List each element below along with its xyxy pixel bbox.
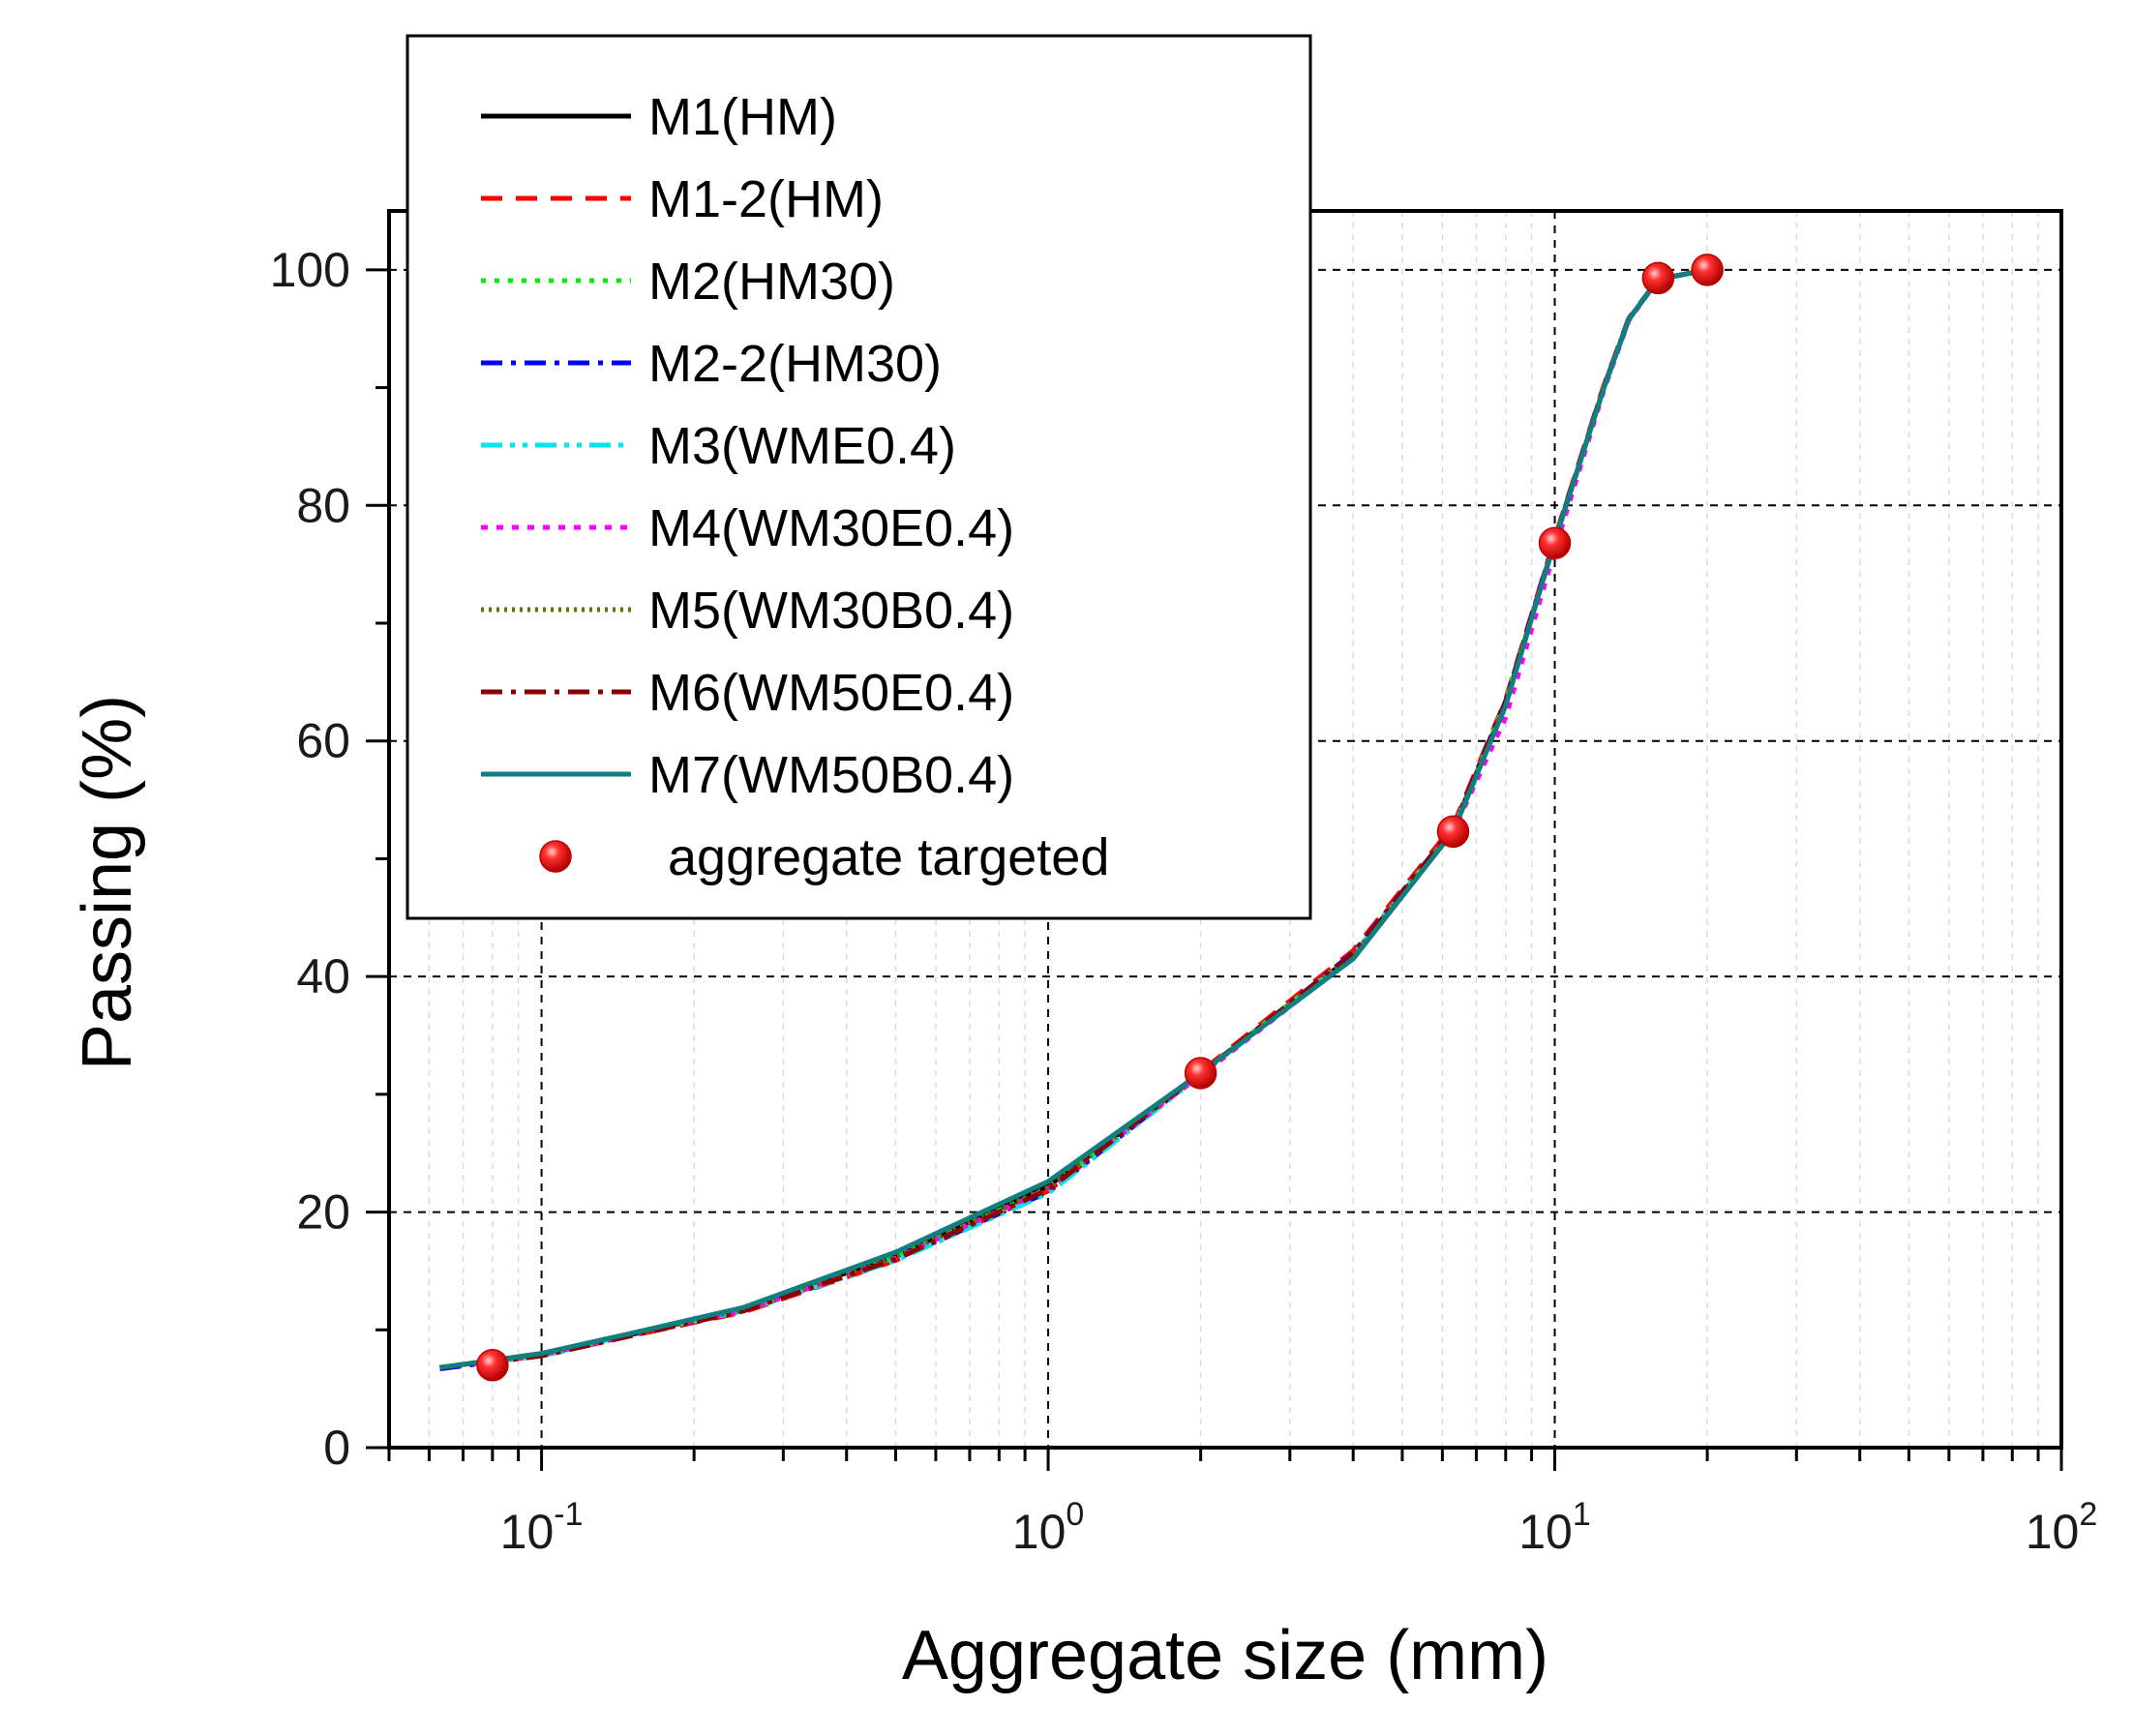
- y-tick-labels: 0 20 40 60 80 100: [270, 243, 350, 1475]
- legend-box: [406, 34, 1312, 920]
- x-axis-title: Aggregate size (mm): [902, 1617, 1548, 1694]
- legend-label: M1(HM): [648, 88, 837, 146]
- axis-ticks: [366, 268, 2063, 1471]
- targeted-point: [1436, 815, 1470, 849]
- y-tick-label: 60: [296, 714, 350, 768]
- legend-label: M2-2(HM30): [648, 335, 942, 393]
- x-tick-labels: 10-1 100 101 102: [500, 1496, 2098, 1559]
- y-tick-label: 100: [270, 243, 350, 297]
- y-tick-label: 80: [296, 478, 350, 532]
- legend-label: M2(HM30): [648, 253, 895, 311]
- series-line-m7-wm50b0-4: [439, 267, 1708, 1370]
- legend-label: M1-2(HM): [648, 170, 884, 228]
- x-tick-base: 10: [2026, 1505, 2080, 1559]
- legend-label: M3(WME0.4): [648, 417, 956, 475]
- legend-label: M6(WM50E0.4): [648, 664, 1014, 722]
- x-tick-label: 101: [1518, 1496, 1591, 1559]
- targeted-points: [476, 254, 1724, 1382]
- x-tick-exponent: 2: [2079, 1496, 2097, 1533]
- targeted-point: [1691, 254, 1724, 286]
- targeted-point: [1538, 526, 1572, 559]
- legend-label: M4(WM30E0.4): [648, 499, 1014, 557]
- x-tick-exponent: 1: [1573, 1496, 1591, 1533]
- x-tick-base: 10: [500, 1505, 555, 1559]
- targeted-point: [1184, 1057, 1217, 1090]
- x-tick-label: 102: [2026, 1496, 2098, 1559]
- y-tick-label: 20: [296, 1185, 350, 1240]
- x-tick-label: 100: [1012, 1496, 1085, 1559]
- legend-label: aggregate targeted: [668, 828, 1109, 886]
- y-tick-label: 0: [323, 1421, 350, 1475]
- x-tick-base: 10: [1518, 1505, 1573, 1559]
- x-tick-exponent: 0: [1066, 1496, 1084, 1533]
- legend-label: M5(WM30B0.4): [648, 582, 1014, 640]
- targeted-point: [1641, 261, 1675, 295]
- series-layer: [439, 267, 1708, 1371]
- y-axis-title: Passing (%): [69, 695, 146, 1070]
- series-line-m1-2-hm: [439, 267, 1708, 1370]
- targeted-point: [476, 1349, 509, 1382]
- legend: M1(HM) M1-2(HM) M2(HM30) M2-2(HM30) M3(WME0.…: [406, 34, 1312, 920]
- legend-swatch-targeted: [539, 840, 572, 873]
- legend-label: M7(WM50B0.4): [648, 746, 1014, 804]
- y-tick-label: 40: [296, 949, 350, 1003]
- x-tick-exponent: -1: [554, 1496, 583, 1533]
- x-tick-base: 10: [1012, 1505, 1066, 1559]
- x-tick-label: 10-1: [500, 1496, 584, 1559]
